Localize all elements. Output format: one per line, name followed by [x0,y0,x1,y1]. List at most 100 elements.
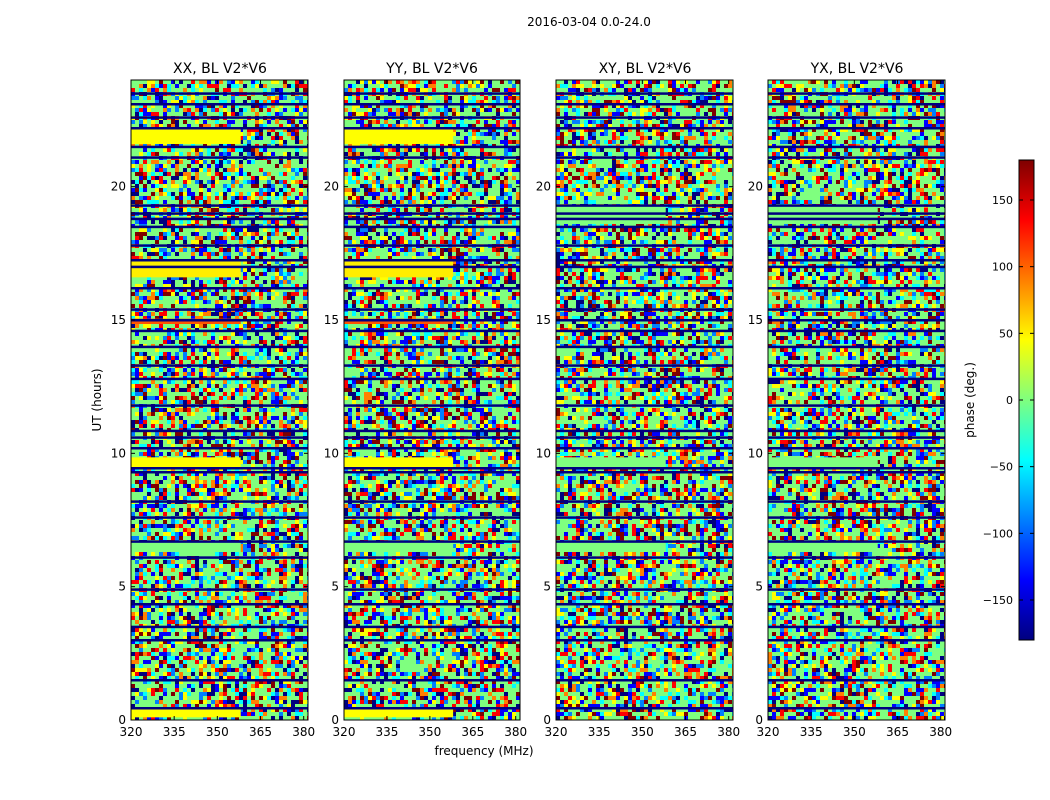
heatmap-cell [223,668,227,672]
heatmap-cell [195,592,199,596]
heatmap-cell [259,108,263,112]
heatmap-cell [255,164,259,168]
heatmap-cell [303,208,307,212]
heatmap-cell [187,652,191,656]
heatmap-cell [195,408,199,412]
heatmap-cell [211,368,215,372]
heatmap-cell [131,504,135,508]
heatmap-cell [163,672,167,676]
heatmap-cell [303,548,307,552]
heatmap-cell [211,620,215,624]
heatmap-cell [263,352,267,356]
heatmap-cell [247,296,251,300]
heatmap-cell [155,208,159,212]
heatmap-cell [348,84,352,88]
heatmap-cell [131,96,135,100]
heatmap-cell [251,548,255,552]
heatmap-cell [275,324,279,328]
heatmap-cell [227,608,231,612]
heatmap-cell [303,416,307,420]
heatmap-cell [131,372,135,376]
heatmap-cell [283,280,287,284]
heatmap-cell [243,336,247,340]
flagged-row [131,127,308,130]
heatmap-cell [267,180,271,184]
heatmap-cell [295,312,299,316]
heatmap-cell [175,452,179,456]
heatmap-cell [295,552,299,556]
heatmap-cell [135,240,139,244]
heatmap-cell [259,120,263,124]
heatmap-cell [223,632,227,636]
heatmap-cell [279,132,283,136]
heatmap-cell [207,388,211,392]
heatmap-cell [155,480,159,484]
heatmap-cell [303,592,307,596]
heatmap-cell [207,432,211,436]
heatmap-cell [143,672,147,676]
heatmap-cell [259,396,263,400]
heatmap-cell [283,296,287,300]
heatmap-cell [247,240,251,244]
heatmap-cell [263,392,267,396]
heatmap-cell [227,312,231,316]
heatmap-cell [263,672,267,676]
heatmap-cell [368,80,372,84]
heatmap-cell [211,340,215,344]
heatmap-cell [279,684,283,688]
panel-title: YY, BL V2*V6 [385,61,478,77]
heatmap-cell [219,164,223,168]
heatmap-cell [151,672,155,676]
heatmap-cell [183,236,187,240]
heatmap-cell [271,408,275,412]
heatmap-cell [223,184,227,188]
heatmap-cell [207,248,211,252]
heatmap-cell [287,440,291,444]
heatmap-cell [167,612,171,616]
heatmap-cell [295,492,299,496]
heatmap-cell [143,652,147,656]
heatmap-cell [299,696,303,700]
heatmap-cell [207,412,211,416]
heatmap-cell [159,172,163,176]
heatmap-cell [295,396,299,400]
flagged-row [131,156,308,159]
heatmap-cell [191,280,195,284]
heatmap-cell [251,272,255,276]
heatmap-cell [267,572,271,576]
heatmap-cell [267,248,271,252]
heatmap-cell [299,440,303,444]
heatmap-cell [235,324,239,328]
heatmap-cell [396,88,400,92]
heatmap-cell [239,440,243,444]
heatmap-cell [299,336,303,340]
heatmap-cell [251,656,255,660]
heatmap-cell [227,184,231,188]
heatmap-cell [344,84,348,88]
heatmap-cell [251,136,255,140]
heatmap-cell [163,400,167,404]
heatmap-cell [231,240,235,244]
heatmap-cell [356,88,360,92]
heatmap-cell [171,192,175,196]
heatmap-cell [279,440,283,444]
heatmap-cell [219,632,223,636]
heatmap-cell [207,148,211,152]
heatmap-cell [275,560,279,564]
heatmap-cell [135,168,139,172]
heatmap-cell [203,160,207,164]
heatmap-cell [291,84,295,88]
heatmap-cell [199,524,203,528]
heatmap-cell [131,252,135,256]
heatmap-cell [207,484,211,488]
heatmap-cell [251,240,255,244]
heatmap-cell [187,508,191,512]
flagged-row [131,404,308,407]
flagged-row [131,204,308,207]
heatmap-cell [295,356,299,360]
heatmap-cell [291,488,295,492]
heatmap-cell [215,524,219,528]
heatmap-cell [235,240,239,244]
heatmap-cell [135,368,139,372]
heatmap-cell [211,692,215,696]
